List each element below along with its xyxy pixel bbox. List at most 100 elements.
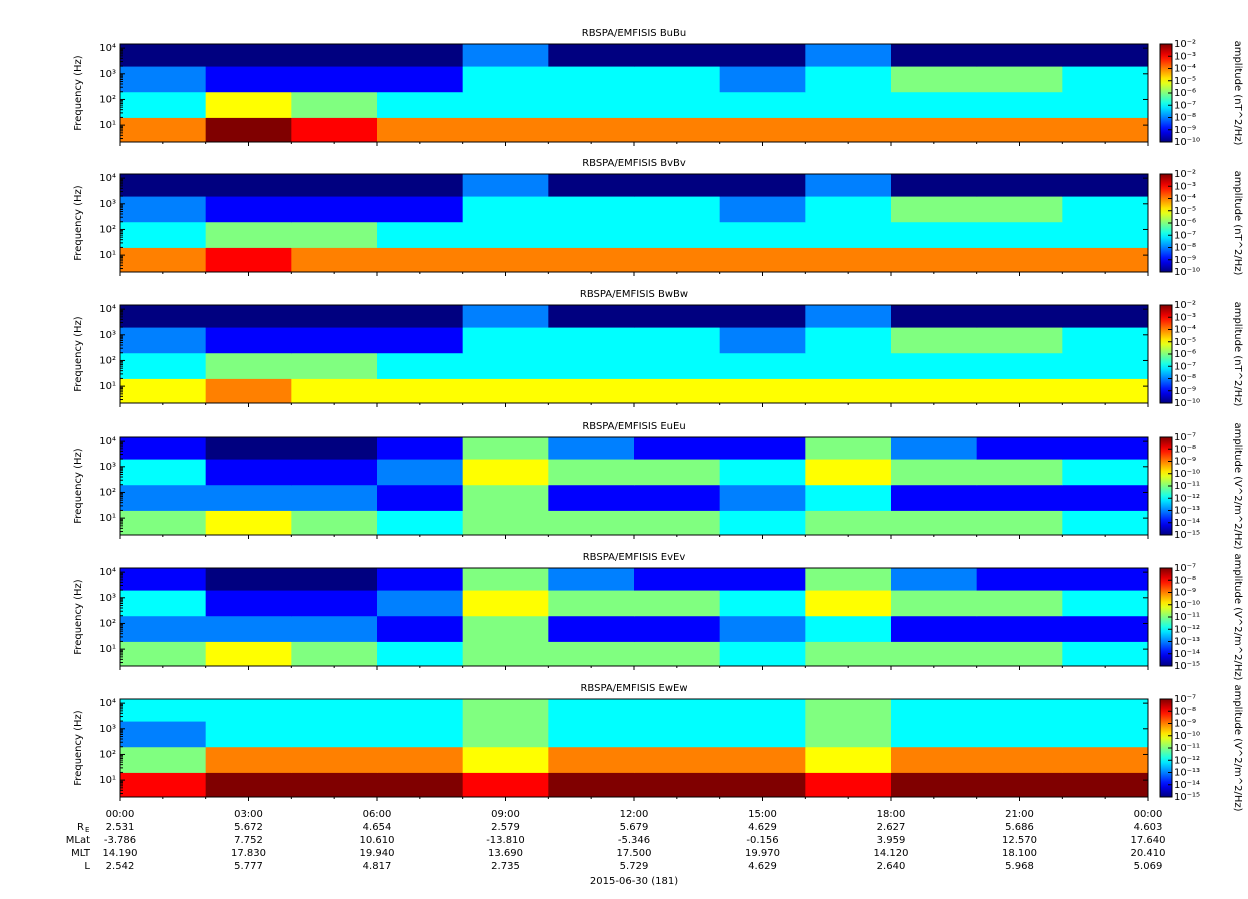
spectrogram-cell: [205, 699, 292, 722]
spectrogram-cell: [805, 327, 892, 354]
spectrogram-cell: [891, 196, 978, 223]
y-axis-label: Frequency (Hz): [73, 710, 84, 786]
spectrogram-cell: [1062, 721, 1149, 748]
spectrogram-cell: [634, 44, 721, 67]
spectrogram-cell: [634, 196, 721, 223]
spectrogram-cell: [891, 378, 978, 404]
ephemeris-value: 18.100: [1002, 848, 1037, 859]
spectrogram-cell: [548, 378, 635, 404]
spectrogram-cell: [891, 352, 978, 379]
spectrogram-cell: [1062, 327, 1149, 354]
spectrogram-cell: [120, 699, 207, 722]
spectrogram-cell: [205, 590, 292, 617]
y-tick-label: 10⁴: [99, 698, 116, 709]
spectrogram-cell: [462, 66, 549, 93]
spectrogram-cell: [891, 305, 978, 328]
ephemeris-value: 4.629: [748, 822, 777, 833]
ephemeris-value: 2.531: [106, 822, 135, 833]
spectrogram-cell: [805, 44, 892, 67]
colorbar-label: amplitude (V^2/m^2/Hz): [1232, 553, 1243, 680]
colorbar-tick-label: 10⁻¹²: [1174, 755, 1200, 766]
spectrogram-cell: [377, 772, 464, 798]
colorbar-tick-label: 10⁻⁹: [1174, 457, 1196, 468]
spectrogram-cell: [462, 699, 549, 722]
y-axis-label: Frequency (Hz): [73, 579, 84, 655]
spectrogram-cell: [462, 174, 549, 197]
ephemeris-value: 17.640: [1131, 835, 1166, 846]
colorbar-tick-label: 10⁻⁸: [1174, 444, 1196, 455]
y-tick-label: 10²: [99, 618, 116, 629]
spectrogram-cell: [891, 117, 978, 143]
spectrogram-cell: [1062, 615, 1149, 642]
spectrogram-cell: [891, 721, 978, 748]
spectrogram-cell: [634, 305, 721, 328]
y-axis-label: Frequency (Hz): [73, 316, 84, 392]
spectrogram-cell: [976, 327, 1063, 354]
spectrogram-cell: [205, 44, 292, 67]
colorbar-tick-label: 10⁻⁵: [1174, 76, 1196, 87]
spectrogram-cell: [1062, 247, 1149, 273]
colorbar-tick-label: 10⁻¹³: [1174, 768, 1200, 779]
spectrogram-cell: [462, 746, 549, 773]
x-tick-label: 06:00: [363, 809, 392, 820]
spectrogram-cell: [976, 746, 1063, 773]
spectrogram-cell: [377, 327, 464, 354]
spectrogram-cell: [976, 378, 1063, 404]
colorbar-tick-label: 10⁻⁹: [1174, 386, 1196, 397]
spectrogram-cell: [462, 247, 549, 273]
spectrogram-cell: [462, 568, 549, 591]
y-tick-label: 10¹: [99, 381, 116, 392]
spectrogram-cell: [719, 91, 806, 118]
spectrogram-cell: [634, 746, 721, 773]
spectrogram-cell: [548, 66, 635, 93]
spectrogram-cell: [548, 352, 635, 379]
colorbar-tick-label: 10⁻⁸: [1174, 243, 1196, 254]
ephemeris-value: 5.672: [234, 822, 263, 833]
spectrogram-cell: [1062, 305, 1149, 328]
spectrogram-cell: [976, 352, 1063, 379]
colorbar-tick-label: 10⁻¹⁵: [1174, 530, 1200, 541]
colorbar-tick-label: 10⁻⁵: [1174, 337, 1196, 348]
spectrogram-cell: [634, 66, 721, 93]
colorbar-tick-label: 10⁻⁵: [1174, 206, 1196, 217]
spectrogram-cell: [805, 615, 892, 642]
spectrogram-cell: [120, 437, 207, 460]
colorbar-tick-label: 10⁻¹³: [1174, 637, 1200, 648]
spectrogram-cell: [805, 568, 892, 591]
spectrogram-cell: [205, 459, 292, 486]
ephemeris-row-label: R: [77, 822, 84, 833]
spectrogram-cell: [976, 484, 1063, 511]
spectrogram-cell: [891, 590, 978, 617]
spectrogram-cell: [805, 117, 892, 143]
spectrogram-cell: [634, 352, 721, 379]
colorbar-tick-label: 10⁻¹⁰: [1174, 398, 1200, 409]
ephemeris-value: 19.970: [745, 848, 780, 859]
colorbar-tick-label: 10⁻⁹: [1174, 588, 1196, 599]
spectrogram-cell: [548, 459, 635, 486]
spectrogram-cell: [634, 327, 721, 354]
spectrogram-cell: [205, 117, 292, 143]
y-tick-label: 10²: [99, 94, 116, 105]
spectrogram-cell: [377, 221, 464, 248]
spectrogram-cell: [120, 641, 207, 667]
y-tick-label: 10⁴: [99, 173, 116, 184]
y-tick-label: 10¹: [99, 513, 116, 524]
spectrogram-cell: [291, 174, 378, 197]
spectrogram-cell: [120, 305, 207, 328]
spectrogram-cell: [548, 174, 635, 197]
spectrogram-cell: [462, 91, 549, 118]
ephemeris-row-label: MLat: [66, 835, 90, 846]
spectrogram-cell: [120, 327, 207, 354]
y-tick-label: 10¹: [99, 644, 116, 655]
spectrogram-cell: [805, 484, 892, 511]
y-tick-label: 10¹: [99, 120, 116, 131]
y-tick-label: 10³: [99, 724, 116, 735]
spectrogram-cell: [120, 378, 207, 404]
spectrogram-cell: [976, 568, 1063, 591]
y-tick-label: 10²: [99, 487, 116, 498]
spectrogram-cell: [291, 352, 378, 379]
spectrogram-cell: [891, 641, 978, 667]
spectrogram-cell: [462, 484, 549, 511]
x-tick-label: 09:00: [491, 809, 520, 820]
spectrogram-cell: [291, 378, 378, 404]
